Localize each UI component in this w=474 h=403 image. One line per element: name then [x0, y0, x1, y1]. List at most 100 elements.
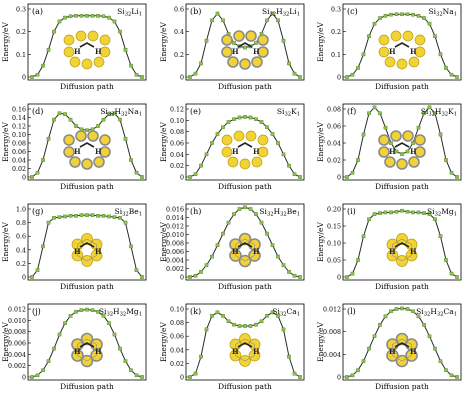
data-point: [345, 75, 349, 79]
data-point: [232, 322, 236, 327]
compound-label: Si32Mg1: [427, 207, 457, 218]
hydrogen-label: H: [410, 47, 417, 56]
data-point: [237, 324, 242, 328]
data-point: [345, 275, 349, 279]
x-axis-label: Diffusion path: [60, 82, 114, 91]
data-point: [90, 13, 95, 18]
data-point: [427, 21, 432, 26]
data-point: [449, 72, 454, 77]
bond-line: [235, 255, 246, 262]
y-tick-label: 0.8: [16, 220, 26, 227]
data-point: [265, 314, 269, 318]
data-point: [215, 243, 220, 247]
data-point: [276, 254, 280, 259]
data-point: [57, 19, 62, 24]
hydrogen-label: H: [74, 247, 81, 256]
si-atom: [63, 34, 75, 46]
data-point: [140, 375, 144, 379]
compound-label: Si32H32Ca1: [416, 307, 457, 318]
si-atom: [87, 30, 99, 42]
x-axis-label: Diffusion path: [218, 382, 272, 391]
data-point: [123, 359, 128, 363]
hydrogen-label: H: [74, 147, 81, 156]
bond-line: [77, 255, 88, 262]
data-point: [107, 15, 111, 20]
data-point: [265, 18, 269, 23]
data-point: [199, 61, 203, 66]
si-atom: [396, 58, 408, 70]
data-point: [129, 244, 133, 249]
y-axis-label: Energy/eV: [316, 22, 325, 62]
bond-line: [401, 355, 412, 362]
data-point: [118, 346, 122, 351]
data-point: [372, 105, 377, 110]
data-point: [243, 45, 247, 50]
data-point: [394, 209, 399, 214]
panel-label: (g): [32, 207, 43, 216]
y-tick-label: 0: [180, 275, 184, 282]
data-point: [298, 375, 302, 379]
y-tick-label: 0: [22, 275, 26, 282]
data-point: [221, 231, 225, 236]
data-point: [210, 314, 214, 318]
si-atom: [227, 156, 239, 168]
si-atom: [257, 34, 269, 46]
data-point: [276, 141, 280, 145]
si-atom: [93, 56, 105, 68]
data-point: [350, 271, 355, 276]
data-point: [292, 71, 297, 76]
data-point: [422, 323, 426, 327]
data-point: [112, 19, 117, 24]
chart-panel-d: 0 0.020.04 0.060.08 0.100.12 0.140.16 (d) Si32…: [1, 103, 147, 191]
y-tick-label: 0: [22, 75, 26, 82]
data-point: [118, 29, 122, 34]
data-point: [378, 323, 382, 327]
data-point: [248, 115, 253, 120]
bond-line: [392, 238, 403, 245]
si-atom: [414, 46, 426, 58]
y-tick-label: 0: [180, 175, 184, 182]
data-point: [361, 52, 366, 57]
bond-line: [86, 338, 97, 345]
data-point: [68, 117, 73, 122]
y-tick-label: 0.08: [170, 320, 184, 327]
x-axis-label: Diffusion path: [375, 182, 429, 191]
data-point: [90, 308, 95, 312]
data-point: [438, 234, 443, 239]
data-point: [107, 214, 111, 219]
data-point: [394, 12, 399, 17]
y-tick-label: 0.002: [8, 363, 26, 370]
hydrogen-label: H: [389, 47, 396, 56]
diffusion-arrow-icon: [394, 142, 410, 148]
bond-line: [86, 238, 97, 245]
y-tick-label: 0.04: [170, 347, 184, 354]
data-point: [140, 275, 144, 279]
si-atom: [414, 34, 426, 46]
diffusion-arrow-icon: [237, 242, 253, 248]
diffusion-arrow-icon: [79, 42, 95, 48]
data-point: [210, 18, 214, 23]
data-point: [444, 158, 448, 162]
hydrogen-label: H: [410, 247, 417, 256]
data-point: [74, 13, 78, 18]
data-point: [123, 48, 128, 52]
data-point: [46, 359, 51, 363]
si-atom: [245, 30, 257, 42]
data-point: [367, 111, 371, 116]
data-point: [52, 29, 56, 34]
x-axis-label: Diffusion path: [375, 382, 429, 391]
y-tick-label: 0.010: [166, 232, 184, 239]
bond-line: [77, 238, 88, 245]
data-point: [41, 158, 45, 162]
y-tick-label: 0.02: [170, 163, 184, 170]
data-point: [292, 172, 297, 176]
data-point: [455, 375, 459, 379]
data-point: [63, 321, 67, 325]
compound-label: Si32H32K1: [421, 107, 457, 118]
data-point: [204, 327, 209, 332]
